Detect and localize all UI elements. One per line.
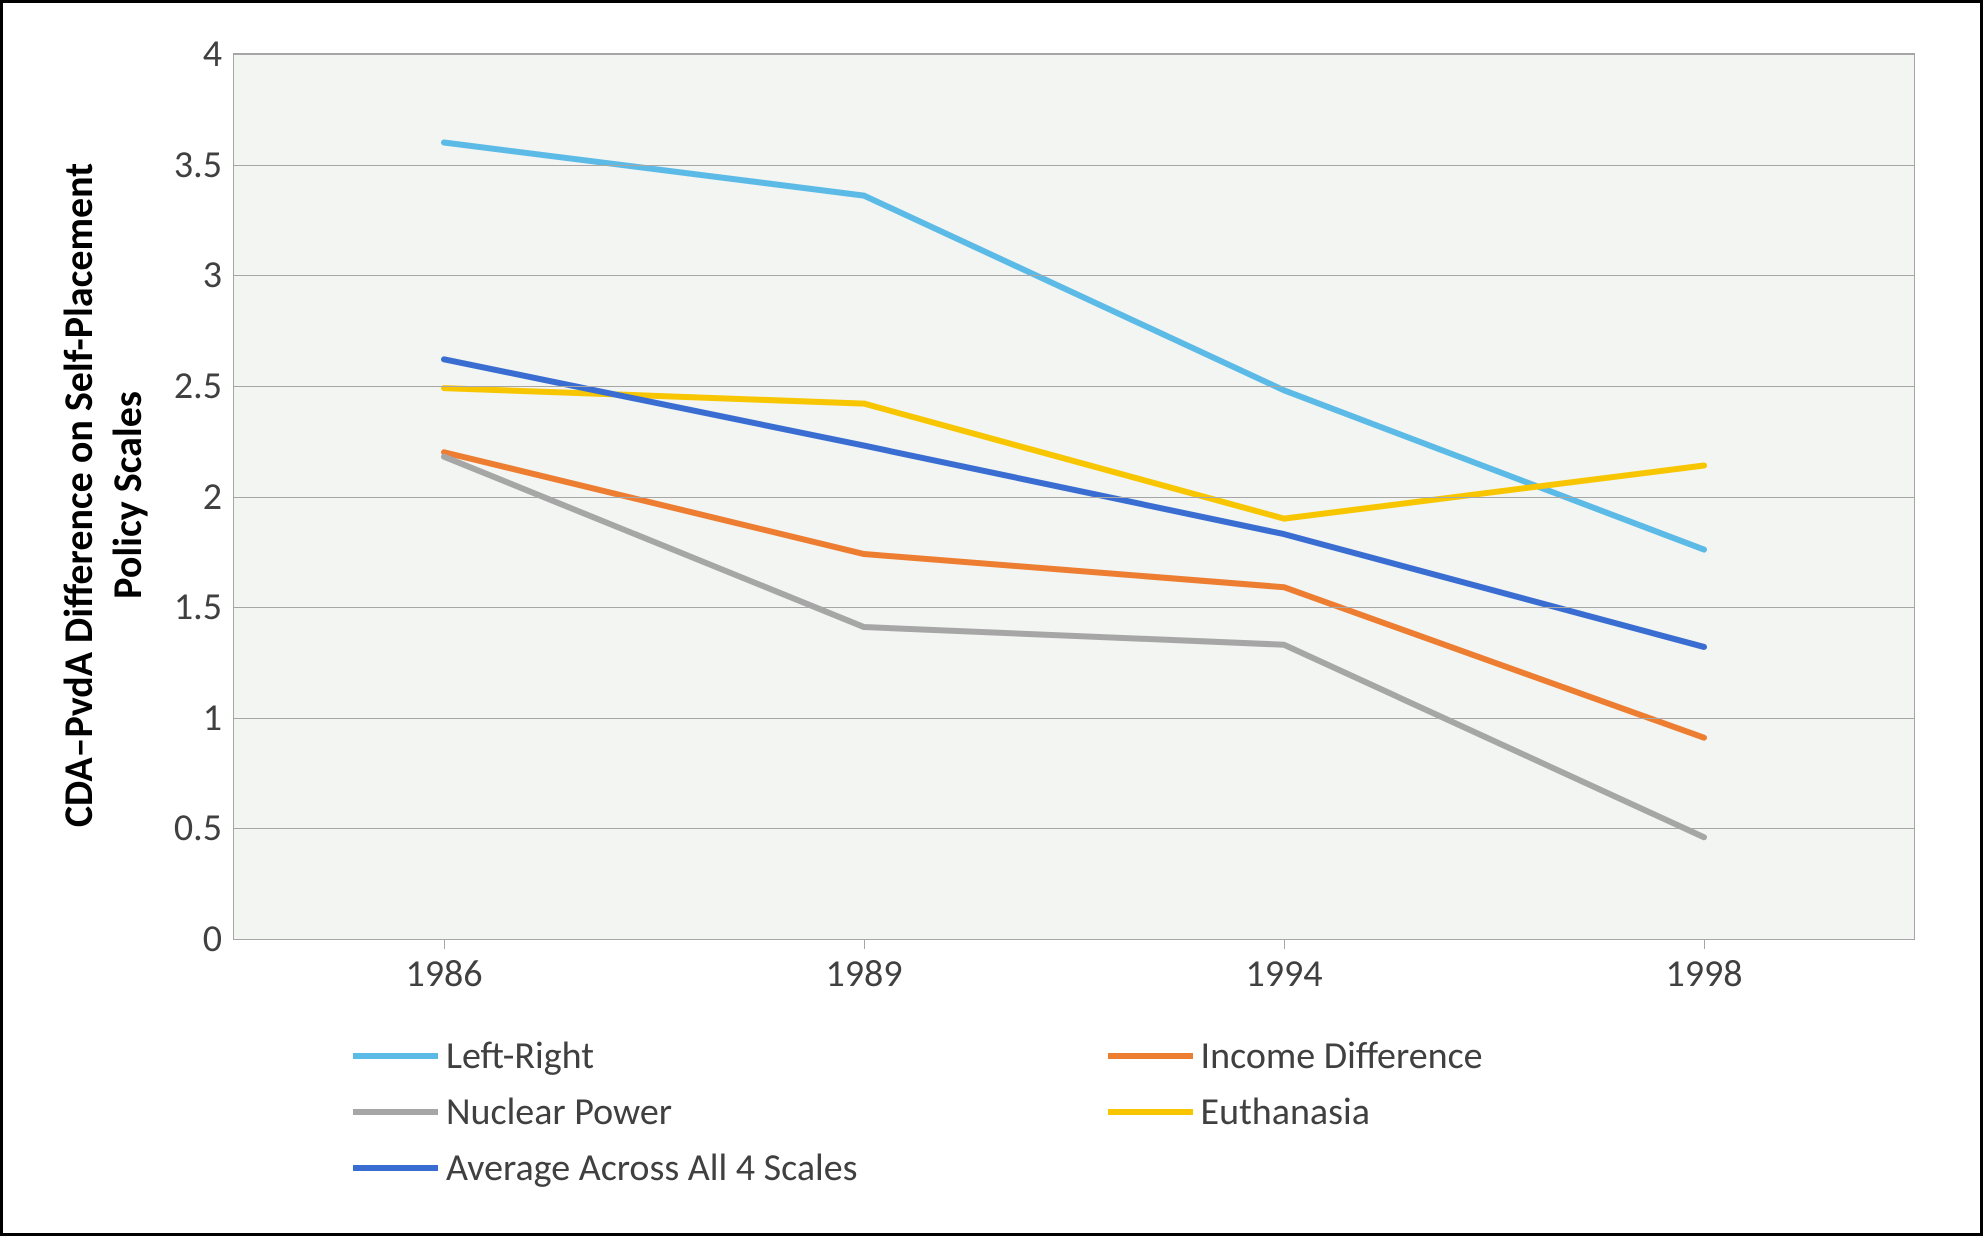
legend-item: Nuclear Power bbox=[353, 1089, 858, 1135]
legend-swatch bbox=[353, 1109, 438, 1115]
y-tick-label: 4 bbox=[203, 31, 234, 77]
gridline bbox=[234, 275, 1914, 276]
gridline bbox=[234, 165, 1914, 166]
series-line bbox=[444, 359, 1704, 647]
gridline bbox=[234, 497, 1914, 498]
y-tick-label: 0 bbox=[203, 916, 234, 962]
legend-label: Left-Right bbox=[446, 1033, 594, 1079]
x-tick-label: 1986 bbox=[405, 939, 482, 997]
gridline bbox=[234, 828, 1914, 829]
y-tick-label: 0.5 bbox=[174, 805, 234, 851]
x-tick-label: 1998 bbox=[1665, 939, 1742, 997]
y-tick-label: 1 bbox=[203, 695, 234, 741]
x-tick-label: 1994 bbox=[1245, 939, 1322, 997]
legend-item: Average Across All 4 Scales bbox=[353, 1145, 858, 1191]
y-tick-label: 1.5 bbox=[174, 584, 234, 630]
legend-swatch bbox=[1108, 1109, 1193, 1115]
chart-container: 00.511.522.533.541986198919941998 CDA–Pv… bbox=[0, 0, 1983, 1236]
gridline bbox=[234, 607, 1914, 608]
y-tick-label: 2 bbox=[203, 474, 234, 520]
gridline bbox=[234, 54, 1914, 55]
legend-item: Income Difference bbox=[1108, 1033, 1483, 1079]
y-tick-label: 3 bbox=[203, 252, 234, 298]
legend-item: Left-Right bbox=[353, 1033, 858, 1079]
legend-label: Nuclear Power bbox=[446, 1089, 672, 1135]
legend-item: Euthanasia bbox=[1108, 1089, 1483, 1135]
legend-label: Average Across All 4 Scales bbox=[446, 1145, 858, 1191]
y-axis-title-line: Policy Scales bbox=[103, 95, 152, 895]
legend-swatch bbox=[353, 1053, 438, 1059]
legend-swatch bbox=[353, 1165, 438, 1171]
legend: Left-Right Income Difference Nuclear Power… bbox=[353, 1033, 1483, 1191]
legend-label: Euthanasia bbox=[1201, 1089, 1370, 1135]
y-axis-title: CDA–PvdA Difference on Self-PlacementPol… bbox=[54, 95, 152, 895]
legend-label: Income Difference bbox=[1201, 1033, 1483, 1079]
y-tick-label: 3.5 bbox=[174, 142, 234, 188]
legend-swatch bbox=[1108, 1053, 1193, 1059]
y-axis-title-line: CDA–PvdA Difference on Self-Placement bbox=[54, 95, 103, 895]
gridline bbox=[234, 386, 1914, 387]
gridline bbox=[234, 718, 1914, 719]
series-line bbox=[444, 457, 1704, 838]
plot-area: 00.511.522.533.541986198919941998 bbox=[233, 53, 1915, 940]
x-tick-label: 1989 bbox=[825, 939, 902, 997]
y-tick-label: 2.5 bbox=[174, 363, 234, 409]
